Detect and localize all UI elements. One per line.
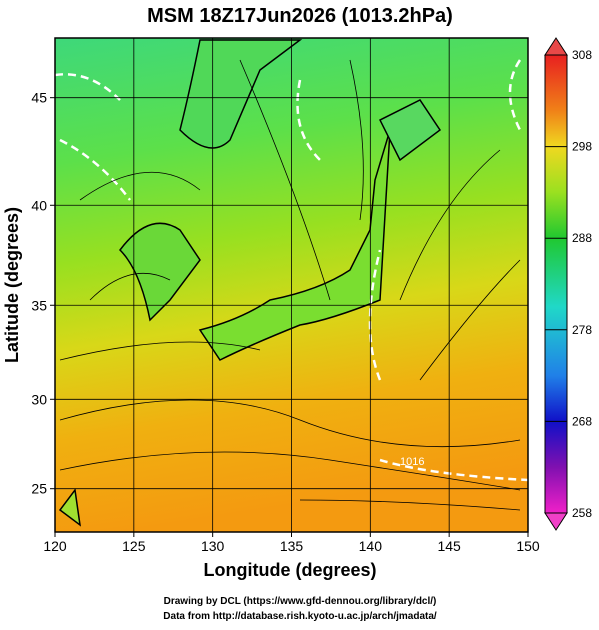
korea-china-coast	[119, 222, 201, 322]
hokkaido-coast	[378, 99, 442, 162]
contour-label: 1016	[400, 456, 424, 468]
x-tick-label: 130	[201, 538, 225, 554]
colorbar-tick-label: 278	[572, 323, 592, 337]
colorbar-tick-label: 298	[572, 140, 592, 154]
colorbar-tick-label: 308	[572, 48, 592, 62]
y-tick-label: 25	[31, 481, 47, 497]
x-tick-label: 145	[437, 538, 461, 554]
title: MSM 18Z17Jun2026 (1013.2hPa)	[147, 5, 453, 27]
colorbar-tick-label: 268	[572, 414, 592, 428]
x-tick-label: 150	[516, 538, 540, 554]
x-tick-label: 125	[122, 538, 146, 554]
y-axis-label: Latitude (degrees)	[2, 207, 22, 363]
streamlines	[59, 59, 521, 511]
taiwan-coast	[58, 488, 81, 527]
credit-line: Data from http://database.rish.kyoto-u.a…	[163, 611, 437, 622]
y-tick-label: 40	[31, 197, 47, 213]
mainland-coast	[179, 39, 303, 149]
x-axis-label: Longitude (degrees)	[203, 560, 376, 580]
land-and-flow	[55, 39, 528, 527]
x-tick-label: 120	[43, 538, 67, 554]
credit-line: Drawing by DCL (https://www.gfd-dennou.o…	[164, 596, 437, 607]
x-tick-label: 140	[359, 538, 383, 554]
y-tick-label: 35	[31, 297, 47, 313]
colorbar-bottom-arrow	[544, 512, 568, 531]
y-tick-label: 30	[31, 391, 47, 407]
colorbar-tick-label: 258	[572, 506, 592, 520]
colorbar	[544, 54, 568, 514]
x-tick-label: 135	[280, 538, 304, 554]
y-tick-label: 45	[31, 90, 47, 106]
colorbar-top-arrow	[544, 37, 568, 56]
colorbar-tick-label: 288	[572, 231, 592, 245]
